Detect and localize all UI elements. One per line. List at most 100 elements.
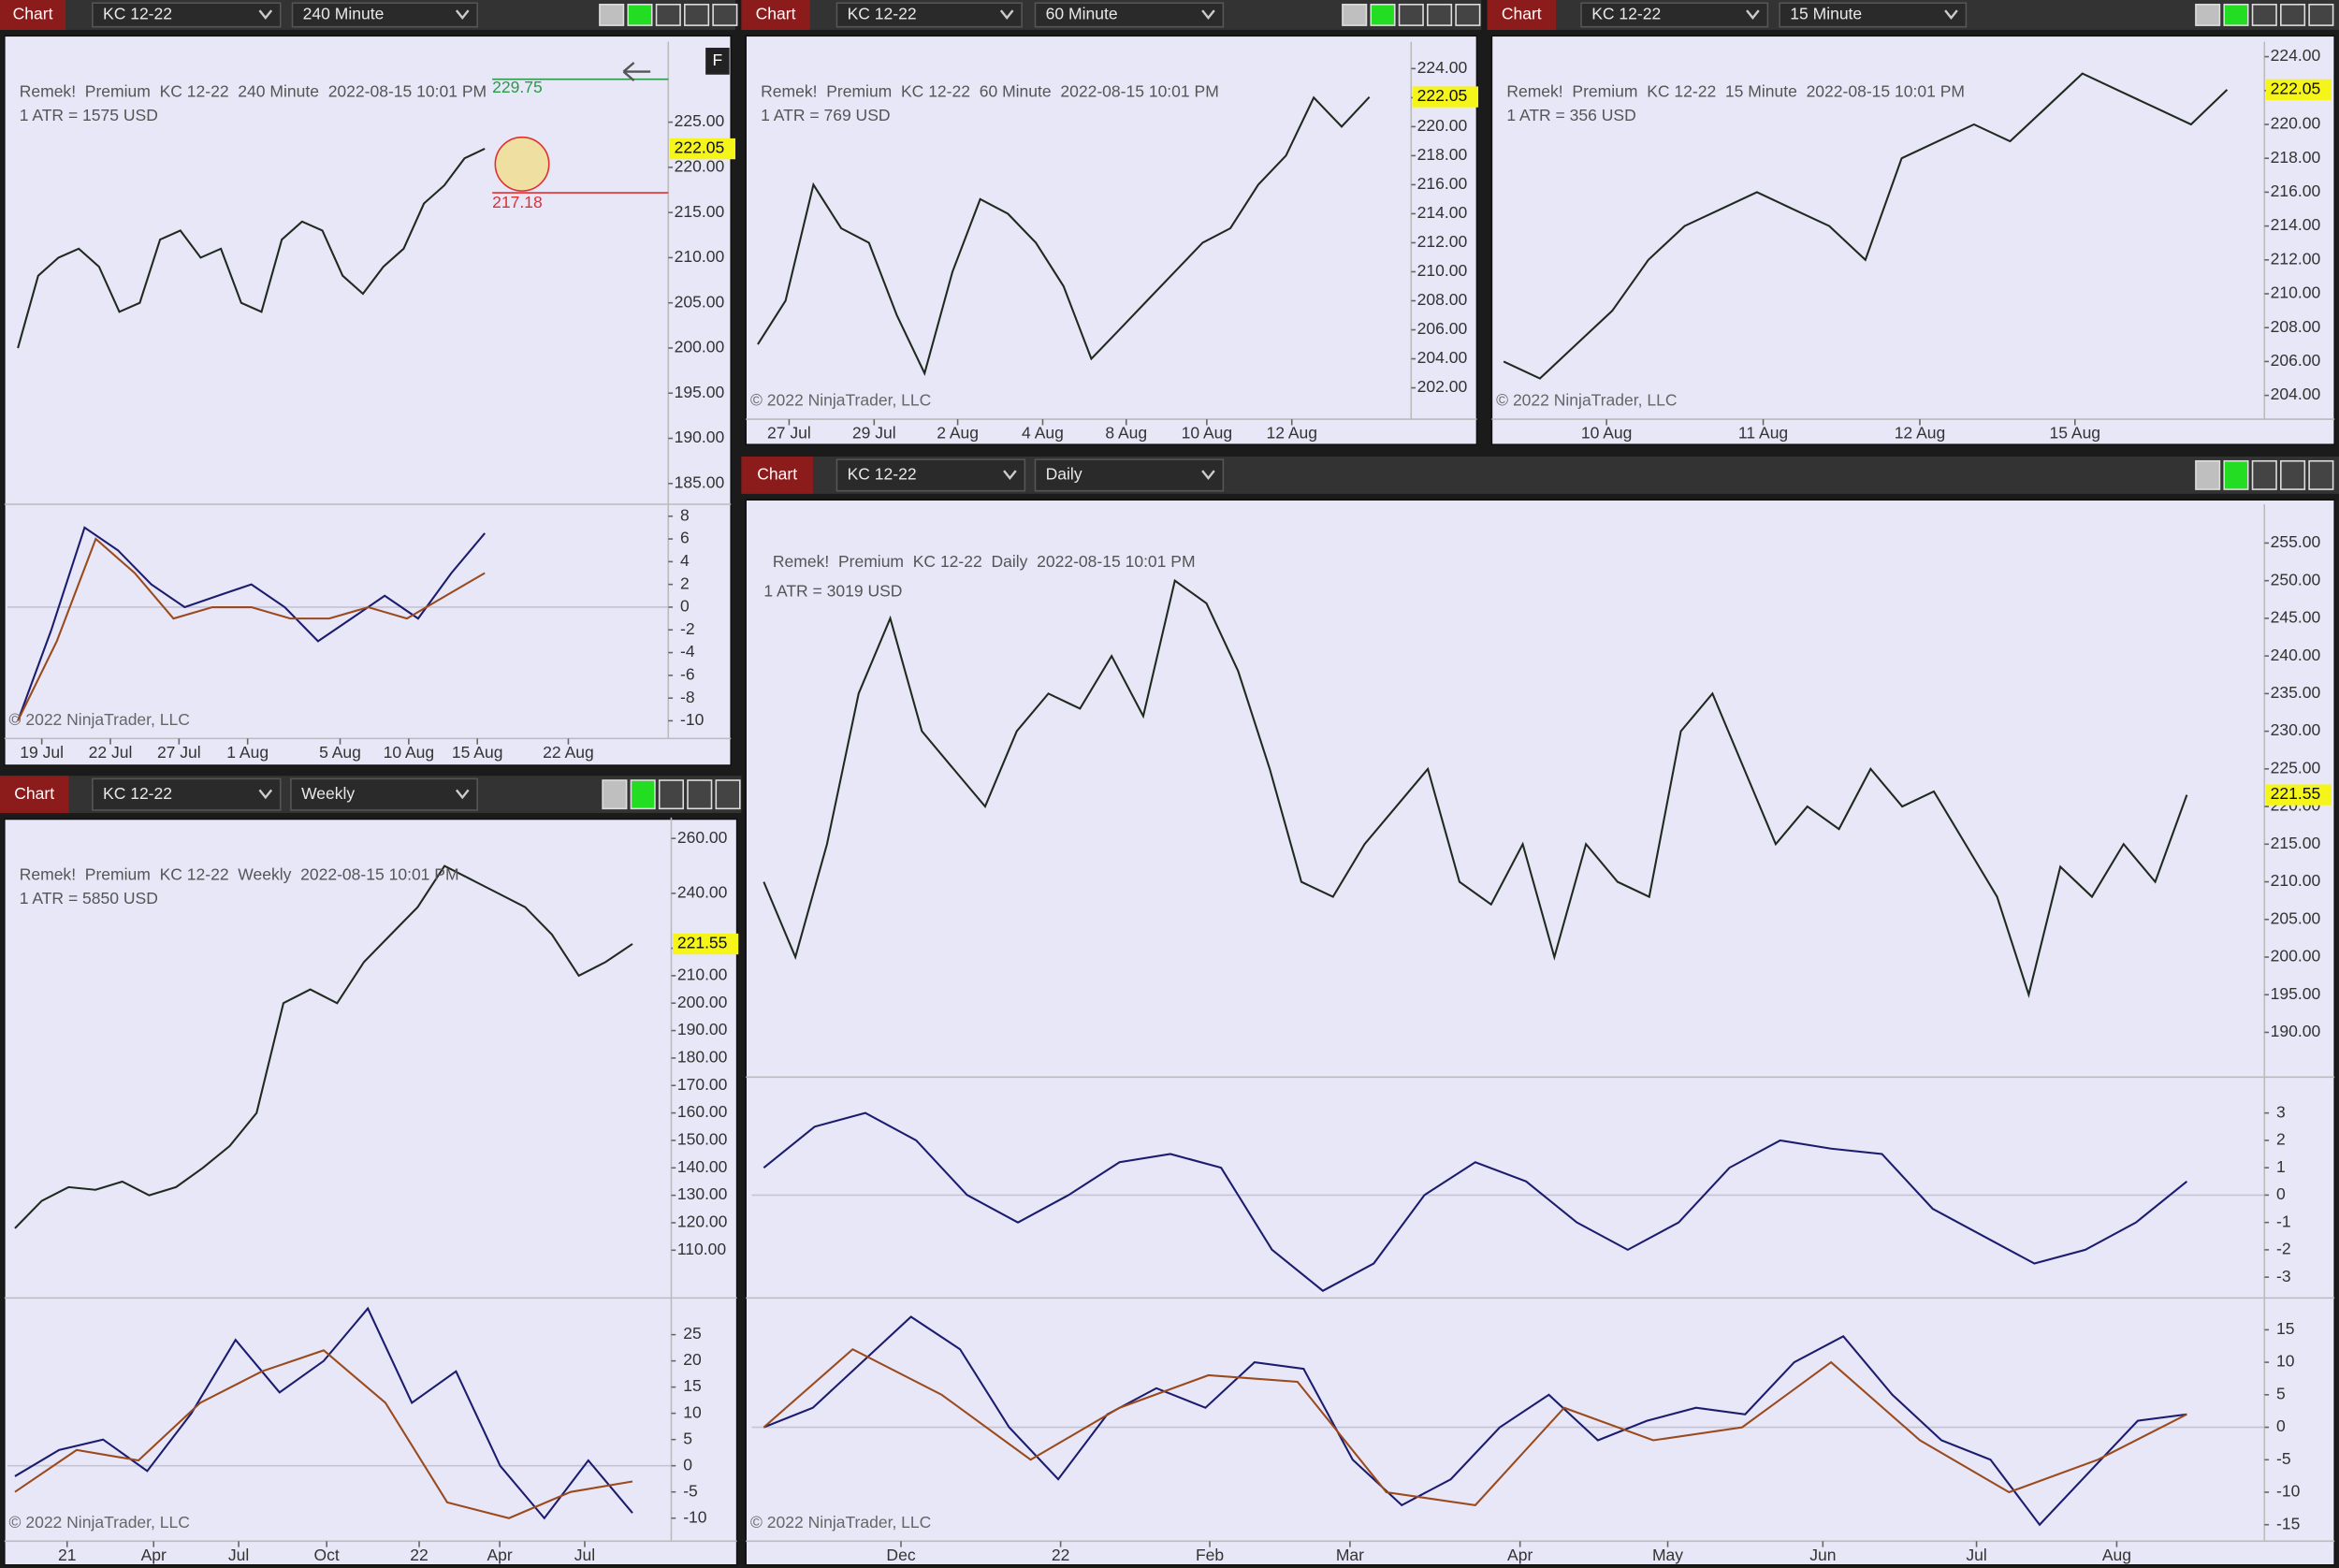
chart-title: Remek! Premium KC 12-22 Weekly 2022-08-1… [20, 865, 459, 884]
window-button[interactable] [655, 3, 681, 26]
window-button[interactable] [1370, 3, 1396, 26]
instrument-select-text: KC 12-22 [848, 5, 917, 23]
y-tick-label: 2 [680, 573, 690, 592]
interval-select[interactable] [1779, 2, 1968, 28]
x-tick-label: 27 Jul [767, 424, 811, 443]
window-button[interactable] [2195, 3, 2221, 26]
window-button[interactable] [1427, 3, 1453, 26]
instrument-select-text: KC 12-22 [103, 5, 172, 23]
x-tick-label: Oct [314, 1546, 340, 1564]
chart-tab[interactable] [741, 456, 813, 494]
y-tick-label: 190.00 [677, 1020, 728, 1038]
x-tick-label: Aug [2102, 1546, 2131, 1564]
window-button[interactable] [2223, 3, 2249, 26]
window-button[interactable] [2195, 459, 2221, 490]
y-tick-label: -1 [2276, 1212, 2291, 1230]
y-tick-label: 0 [2276, 1184, 2286, 1203]
interval-select-text: 15 Minute [1790, 5, 1862, 23]
interval-select[interactable] [1034, 2, 1225, 28]
chart-tab[interactable] [0, 776, 69, 814]
last-price-label: 222.05 [2271, 80, 2321, 98]
window-button[interactable] [2308, 3, 2334, 26]
y-tick-label: 206.00 [2271, 351, 2321, 370]
interval-select[interactable] [291, 2, 479, 28]
y-tick-label: 185.00 [675, 472, 725, 491]
window-button[interactable] [1398, 3, 1424, 26]
x-tick-label: Mar [1336, 1546, 1364, 1564]
y-tick-label: 235.00 [2271, 683, 2321, 702]
window-button[interactable] [2251, 459, 2277, 490]
y-tick-label: -6 [680, 664, 695, 683]
y-tick-label: 0 [680, 597, 690, 616]
window-button[interactable] [2280, 459, 2306, 490]
instrument-select[interactable] [92, 2, 282, 28]
window-button[interactable] [1455, 3, 1481, 26]
window-button[interactable] [715, 779, 741, 810]
last-price-label: 221.55 [677, 934, 728, 952]
interval-select[interactable] [290, 777, 479, 811]
x-tick-label: 12 Aug [1895, 424, 1946, 443]
y-tick-label: 255.00 [2271, 532, 2321, 551]
target-label: 229.75 [492, 78, 543, 96]
window-button[interactable] [630, 779, 656, 810]
y-tick-label: 240.00 [2271, 646, 2321, 664]
chart-tab-label: Chart [14, 784, 54, 803]
y-tick-label: -10 [2276, 1482, 2301, 1501]
price-line [17, 148, 486, 349]
window-button[interactable] [2308, 459, 2334, 490]
interval-select-caret [1201, 470, 1215, 481]
y-tick-label: 160.00 [677, 1102, 728, 1121]
interval-select-text: 240 Minute [303, 5, 385, 23]
window-button[interactable] [2280, 3, 2306, 26]
window-button[interactable] [1342, 3, 1368, 26]
y-tick-label: -5 [683, 1481, 698, 1500]
x-tick-label: Jul [1966, 1546, 1986, 1564]
window-button[interactable] [2223, 459, 2249, 490]
window-button[interactable] [687, 779, 713, 810]
instrument-select[interactable] [835, 458, 1026, 492]
y-tick-label: 220.00 [2271, 114, 2321, 133]
y-tick-label: 25 [683, 1324, 701, 1343]
indicator-line [763, 1111, 2188, 1292]
x-tick-label: Jul [228, 1546, 249, 1564]
instrument-select-text: KC 12-22 [103, 784, 172, 803]
instrument-select[interactable] [92, 777, 282, 811]
window-button[interactable] [2251, 3, 2277, 26]
window-button[interactable] [658, 779, 685, 810]
window-button[interactable] [599, 3, 625, 26]
interval-select-caret [1201, 9, 1215, 21]
chart-tab[interactable] [0, 0, 66, 30]
x-tick-label: 15 Aug [2050, 424, 2101, 443]
y-tick-label: 218.00 [2271, 148, 2321, 167]
y-tick-label: 215.00 [675, 202, 725, 221]
y-tick-label: 202.00 [1417, 377, 1468, 396]
window-button[interactable] [712, 3, 738, 26]
interval-select-text: 60 Minute [1046, 5, 1118, 23]
back-arrow[interactable] [622, 62, 651, 82]
interval-select[interactable] [1034, 458, 1225, 492]
instrument-select-caret [258, 789, 273, 800]
y-tick-label: 225.00 [2271, 758, 2321, 777]
last-price-box [2265, 784, 2332, 806]
price-line [763, 578, 2188, 998]
chart-tab[interactable] [741, 0, 810, 30]
window-button[interactable] [627, 3, 653, 26]
x-tick-label: 4 Aug [1022, 424, 1064, 443]
y-tick-label: 210.00 [1417, 261, 1468, 280]
x-tick-label: Apr [487, 1546, 512, 1564]
atr-label: 1 ATR = 356 USD [1506, 106, 1635, 124]
y-tick-label: 5 [2276, 1384, 2286, 1402]
x-tick-label: Jul [574, 1546, 595, 1564]
chart-tab[interactable] [1487, 0, 1556, 30]
instrument-select[interactable] [835, 2, 1023, 28]
indicator-line [763, 1347, 2187, 1506]
indicator-line [14, 1349, 633, 1519]
window-button[interactable] [602, 779, 628, 810]
copyright: © 2022 NinjaTrader, LLC [9, 1513, 190, 1532]
window-button[interactable] [684, 3, 710, 26]
chart-area [3, 35, 733, 766]
chart-title: Remek! Premium KC 12-22 Daily 2022-08-15… [773, 552, 1196, 571]
instrument-select[interactable] [1580, 2, 1769, 28]
interval-select-text: Daily [1046, 465, 1082, 484]
y-tick-label: 216.00 [1417, 174, 1468, 193]
